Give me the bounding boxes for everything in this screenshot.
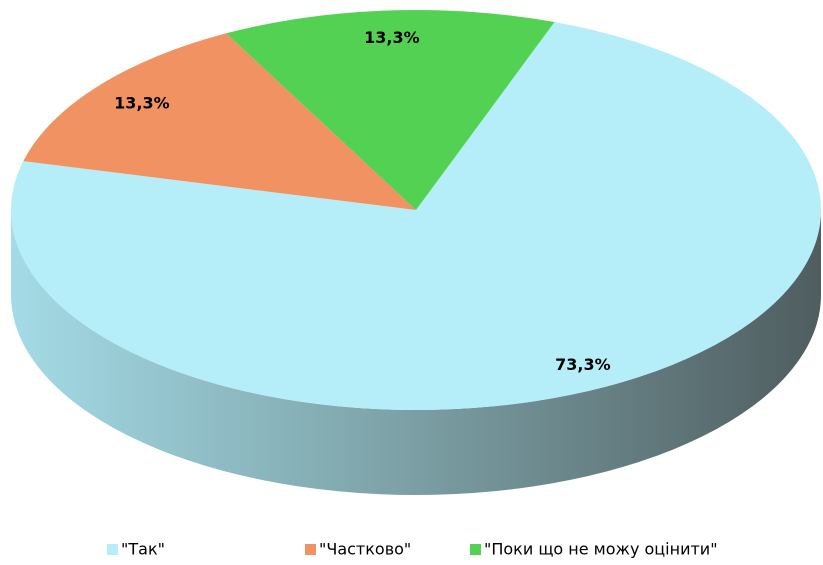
slice <box>226 10 555 210</box>
data-label: 13,3% <box>114 93 170 112</box>
legend-label: "Частково" <box>319 540 411 559</box>
slice <box>23 33 417 210</box>
legend-label: "Поки що не можу оцінити" <box>484 540 718 559</box>
legend-label: "Так" <box>121 540 165 559</box>
slice <box>10 22 821 411</box>
legend-swatch <box>470 544 481 555</box>
legend-swatch <box>305 544 316 555</box>
slice-side <box>11 210 821 495</box>
data-label: 73,3% <box>555 355 611 374</box>
data-label: 13,3% <box>364 28 420 47</box>
legend-swatch <box>107 544 118 555</box>
